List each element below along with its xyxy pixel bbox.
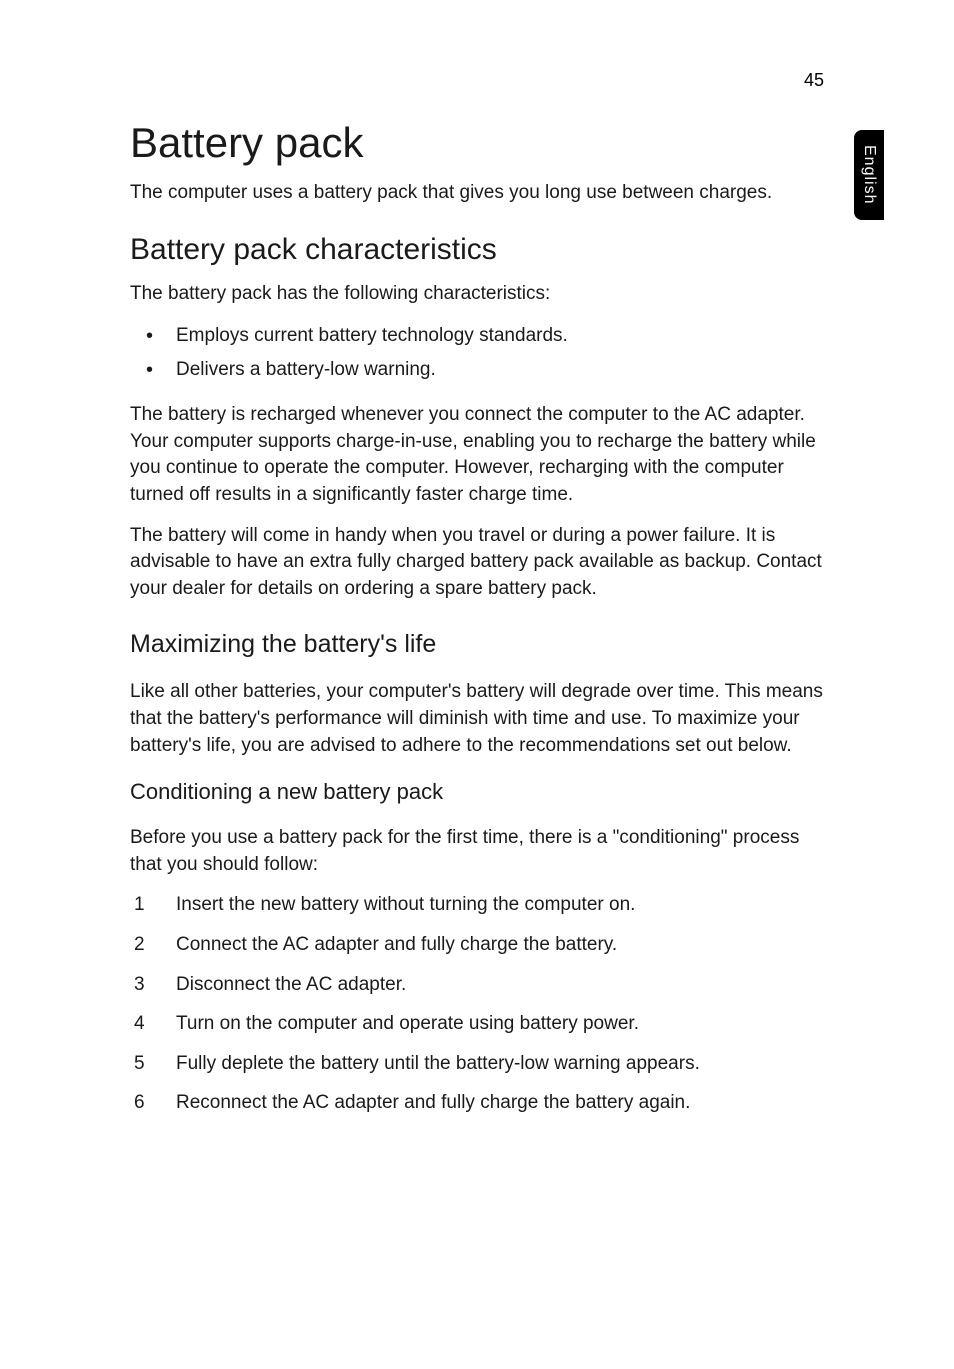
- page-number: 45: [804, 70, 824, 91]
- characteristics-list: Employs current battery technology stand…: [130, 321, 824, 384]
- list-item: Turn on the computer and operate using b…: [130, 1011, 824, 1038]
- language-tab-label: English: [860, 145, 878, 204]
- intro-paragraph: The computer uses a battery pack that gi…: [130, 180, 824, 207]
- characteristics-lead: The battery pack has the following chara…: [130, 281, 824, 308]
- recharge-paragraph: The battery is recharged whenever you co…: [130, 402, 824, 508]
- conditioning-steps: Insert the new battery without turning t…: [130, 892, 824, 1117]
- language-tab: English: [854, 130, 884, 220]
- page-title: Battery pack: [130, 120, 824, 166]
- section-heading-maximizing: Maximizing the battery's life: [130, 630, 824, 659]
- list-item: Connect the AC adapter and fully charge …: [130, 932, 824, 959]
- list-item: Employs current battery technology stand…: [130, 321, 824, 350]
- section-heading-conditioning: Conditioning a new battery pack: [130, 779, 824, 805]
- section-heading-characteristics: Battery pack characteristics: [130, 233, 824, 267]
- list-item: Insert the new battery without turning t…: [130, 892, 824, 919]
- document-page: 45 English Battery pack The computer use…: [0, 0, 954, 1369]
- backup-paragraph: The battery will come in handy when you …: [130, 523, 824, 603]
- list-item: Delivers a battery-low warning.: [130, 355, 824, 384]
- maximizing-paragraph: Like all other batteries, your computer'…: [130, 679, 824, 759]
- list-item: Reconnect the AC adapter and fully charg…: [130, 1090, 824, 1117]
- list-item: Disconnect the AC adapter.: [130, 972, 824, 999]
- conditioning-lead: Before you use a battery pack for the fi…: [130, 825, 824, 878]
- list-item: Fully deplete the battery until the batt…: [130, 1051, 824, 1078]
